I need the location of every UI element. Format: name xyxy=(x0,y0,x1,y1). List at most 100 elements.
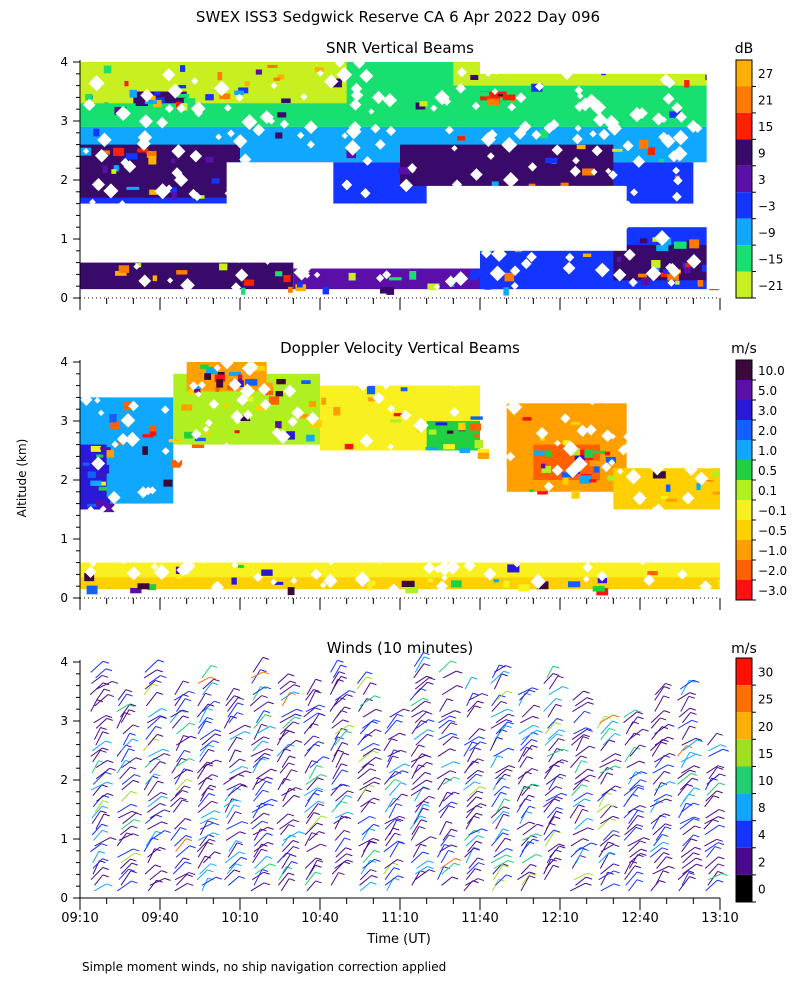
wind-barb-flag xyxy=(290,680,297,684)
missing-data-cell xyxy=(350,82,363,95)
heatmap-cell xyxy=(134,152,146,157)
heatmap-cell xyxy=(298,413,310,419)
heatmap-cell xyxy=(425,446,438,451)
wind-barb xyxy=(143,683,153,696)
heatmap-cell xyxy=(638,139,649,149)
wind-barb xyxy=(197,676,211,684)
wind-barb xyxy=(411,720,422,735)
wind-barb xyxy=(437,866,445,880)
heatmap-cell xyxy=(85,93,93,101)
wind-barb-flag xyxy=(400,782,407,786)
wind-barb-flag xyxy=(614,732,621,736)
wind-barb-flag xyxy=(693,765,700,769)
wind-barb xyxy=(334,724,349,735)
wind-barb xyxy=(492,863,503,875)
missing-data-cell xyxy=(512,216,526,231)
wind-barb xyxy=(335,847,346,858)
missing-data-cell xyxy=(602,545,612,555)
missing-data-cell xyxy=(346,498,362,515)
wind-barb-flag xyxy=(428,677,436,681)
wind-barb xyxy=(201,733,216,746)
wind-barb xyxy=(94,800,104,813)
wind-barb-flag xyxy=(375,756,382,760)
wind-barb-flag xyxy=(346,694,353,697)
wind-barb-flag xyxy=(315,690,322,694)
wind-barb xyxy=(358,698,368,712)
wind-barb-flag xyxy=(101,805,109,809)
missing-data-cell xyxy=(378,546,385,553)
wind-barb-flag xyxy=(207,877,215,881)
heatmap-cell xyxy=(209,269,218,278)
wind-barb xyxy=(200,810,215,819)
missing-data-cell xyxy=(456,67,467,78)
missing-data-cell xyxy=(611,122,621,131)
wind-barb xyxy=(304,871,316,886)
wind-barb-flag xyxy=(396,713,404,717)
wind-barb-flag xyxy=(451,801,458,805)
wind-barb-flag xyxy=(637,871,644,875)
heatmap-cell xyxy=(596,588,609,596)
wind-barb xyxy=(442,791,454,802)
wind-barb xyxy=(463,741,473,757)
wind-barb xyxy=(598,870,614,881)
wind-barb xyxy=(253,701,269,712)
wind-barb-flag xyxy=(531,768,539,772)
colorbar-label: 15 xyxy=(758,120,773,134)
wind-barb xyxy=(357,763,369,774)
wind-barb xyxy=(571,784,582,796)
wind-barb-flag xyxy=(613,870,620,874)
wind-barb xyxy=(466,796,477,808)
wind-barb xyxy=(196,838,210,853)
wind-barb xyxy=(623,784,639,797)
wind-barb xyxy=(495,773,505,785)
wind-barb xyxy=(707,871,719,886)
wind-barb-flag xyxy=(661,726,669,730)
doppler-plot-area xyxy=(80,362,720,596)
wind-barb xyxy=(330,659,338,673)
wind-barb-flag xyxy=(446,698,454,702)
wind-barb xyxy=(252,848,262,864)
wind-barb xyxy=(707,733,718,746)
wind-barb-flag xyxy=(315,880,322,884)
wind-barb-flag xyxy=(164,753,171,757)
wind-barb xyxy=(496,798,505,813)
missing-data-cell xyxy=(270,247,282,259)
wind-barb-flag xyxy=(586,792,594,796)
missing-data-cell xyxy=(187,450,203,466)
wind-barb xyxy=(251,871,264,881)
heatmap-cell xyxy=(146,150,157,158)
wind-barb xyxy=(357,768,371,780)
heatmap-cell xyxy=(194,437,206,442)
wind-barb-flag xyxy=(422,697,429,701)
colorbar-label: −0.5 xyxy=(758,524,787,538)
missing-data-cell xyxy=(608,459,616,466)
wind-barb-flag xyxy=(472,741,479,745)
wind-barb xyxy=(90,843,102,853)
wind-barb-flag xyxy=(587,701,594,705)
wind-barb xyxy=(332,664,342,679)
wind-barb-flag xyxy=(208,748,215,752)
wind-barb xyxy=(359,881,371,892)
wind-barb-flag xyxy=(186,769,194,772)
colorbar-frame xyxy=(735,657,753,903)
wind-barb xyxy=(544,864,554,880)
heatmap-cell xyxy=(168,439,182,443)
wind-barb xyxy=(362,850,375,864)
missing-data-cell xyxy=(242,224,249,232)
heatmap-cell xyxy=(184,431,193,439)
wind-barb xyxy=(677,870,689,881)
wind-barb xyxy=(229,770,246,780)
heatmap-cell xyxy=(100,446,111,451)
heatmap-cell xyxy=(701,264,709,272)
heatmap-cell xyxy=(82,462,90,466)
wind-barb xyxy=(656,856,667,869)
wind-barb-flag xyxy=(367,763,375,766)
heatmap-cell xyxy=(322,286,330,295)
missing-data-cell xyxy=(700,362,716,374)
heatmap-cell xyxy=(450,580,462,588)
wind-barb xyxy=(226,688,235,701)
wind-barb xyxy=(545,816,555,830)
missing-data-cell xyxy=(277,525,293,541)
missing-data-cell xyxy=(560,204,572,216)
wind-barb-flag xyxy=(205,720,212,724)
